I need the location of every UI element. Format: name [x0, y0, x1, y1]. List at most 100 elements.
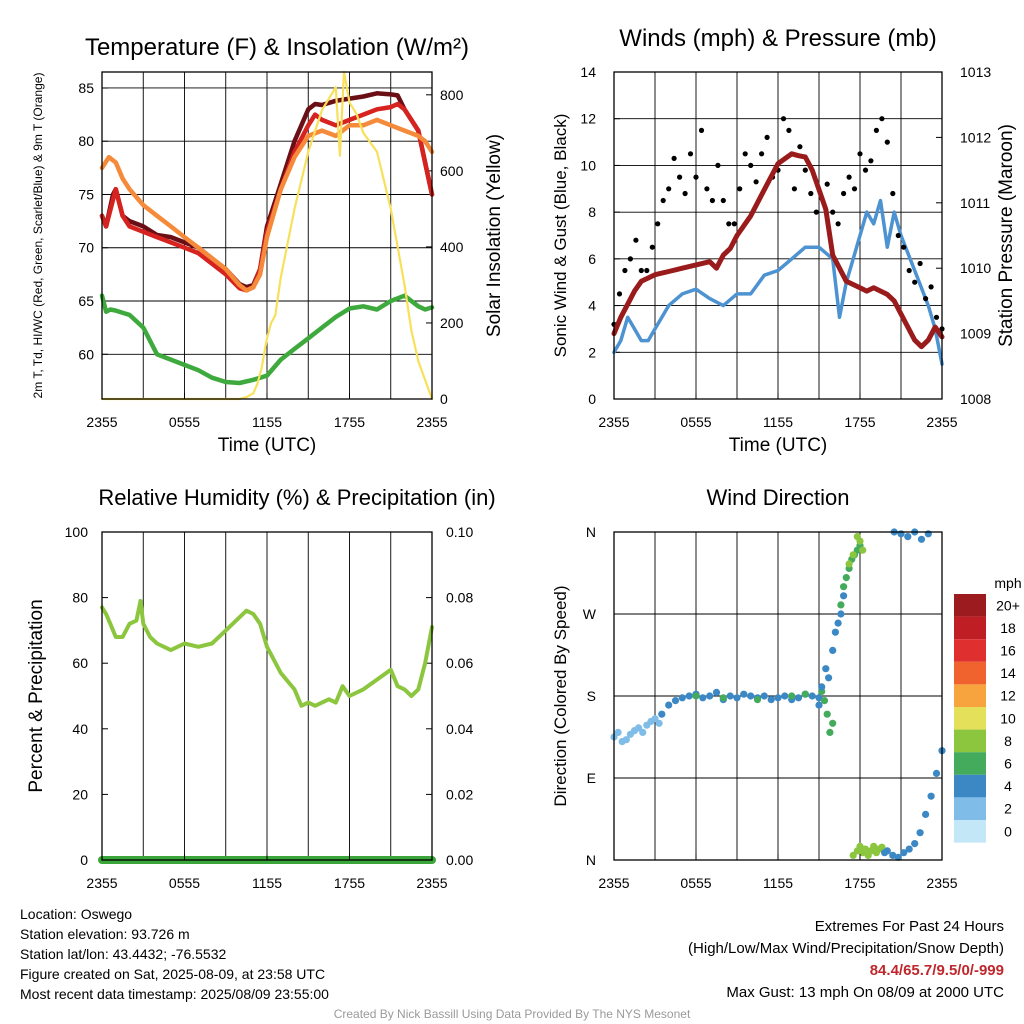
winds-gust-dot-27 — [759, 151, 765, 157]
extremes-summary: Extremes For Past 24 Hours (High/Low/Max… — [688, 916, 1004, 1004]
speed-legend-swatch-3 — [954, 661, 986, 685]
winds-gust-dot-15 — [693, 174, 699, 180]
speed-legend-swatch-8 — [954, 774, 986, 798]
dir-point-6-1 — [897, 530, 905, 538]
rh-xtick-label-3: 1755 — [334, 875, 365, 891]
dir-point-6-4 — [917, 535, 926, 543]
recent-data-timestamp: Most recent data timestamp: 2025/08/09 2… — [20, 986, 329, 1002]
dir-point-1-23 — [815, 694, 823, 702]
dir-point-1-2 — [671, 697, 680, 705]
winds-gust-dot-51 — [890, 190, 896, 197]
dir-point-7-10 — [878, 843, 886, 851]
winds-ytick-label-3: 6 — [588, 251, 596, 267]
rh-ytick-label-0: 0 — [80, 852, 88, 868]
winds-ytick-label-2: 4 — [588, 298, 596, 314]
dir-point-7-2 — [856, 842, 864, 850]
speed-legend-swatch-9 — [954, 797, 986, 820]
dir-point-6-5 — [924, 530, 932, 538]
winds-gust-dot-23 — [737, 186, 743, 192]
winds-gust-dot-14 — [687, 151, 694, 157]
rh-ytick-label-3: 60 — [72, 655, 88, 671]
rh-y2tick-label-1: 0.02 — [446, 786, 473, 802]
dir-point-2-4 — [801, 690, 809, 698]
dir-point-1-15 — [760, 692, 768, 700]
temp-ytick-label-0: 60 — [78, 346, 94, 362]
temp-series-4 — [100, 70, 434, 401]
winds-series-0 — [612, 198, 944, 366]
rh-y2tick-label-3: 0.06 — [446, 655, 473, 671]
temp-y2tick-label-2: 400 — [440, 239, 464, 255]
dir-point-1-20 — [794, 694, 803, 702]
winds-gust-dot-24 — [742, 151, 748, 157]
winds-gust-dot-41 — [835, 221, 841, 227]
winds-gust-dot-44 — [851, 186, 858, 192]
speed-legend-label-9: 2 — [1004, 801, 1012, 817]
winds-title: Winds (mph) & Pressure (mb) — [619, 25, 936, 52]
winds-gust-dot-1 — [616, 291, 623, 297]
rh-y2tick-label-4: 0.08 — [446, 590, 473, 606]
speed-legend-label-6: 8 — [1004, 733, 1012, 749]
rh-xtick-label-0: 2355 — [86, 875, 117, 891]
speed-legend: mph 20+ 18 16 14 12 10 8 6 4 2 0 — [954, 575, 1022, 843]
dir-ytick-label-0: N — [586, 852, 596, 868]
dir-point-1-12 — [740, 690, 748, 698]
winds-xtick-label-3: 1755 — [844, 414, 875, 430]
station-latlon: Station lat/lon: 43.4432; -76.5532 — [20, 946, 227, 962]
speed-legend-swatch-7 — [954, 752, 986, 775]
winds-gust-dot-59 — [933, 314, 940, 320]
dir-xtick-label-1: 0555 — [680, 875, 711, 891]
speed-legend-swatch-2 — [954, 639, 986, 662]
dir-point-8-10 — [932, 769, 941, 778]
dir-point-3-3 — [825, 674, 833, 682]
winds-gust-dot-12 — [677, 174, 683, 180]
temp-y2tick-label-0: 0 — [440, 391, 448, 407]
dir-point-1-13 — [747, 692, 755, 700]
dir-point-1-17 — [774, 694, 782, 702]
winds-gust-dot-9 — [660, 197, 666, 204]
dir-point-3-5 — [831, 628, 840, 636]
dir-point-8-6 — [911, 840, 919, 848]
dir-point-5-4 — [859, 546, 867, 554]
dir-point-0-11 — [655, 719, 663, 727]
temp-y2tick-label-3: 600 — [440, 163, 464, 179]
winds-gust-dot-17 — [704, 186, 710, 192]
extremes-title: Extremes For Past 24 Hours — [814, 918, 1004, 935]
temp-ytick-label-3: 75 — [78, 186, 94, 202]
dir-point-1-3 — [678, 694, 686, 702]
dir-point-3-4 — [829, 646, 837, 655]
dir-title: Wind Direction — [706, 485, 849, 510]
dir-point-1-8 — [712, 688, 721, 697]
winds-gust-dot-3 — [627, 256, 634, 262]
winds-gust-dot-4 — [633, 237, 639, 243]
dir-points-7 — [849, 842, 886, 860]
speed-legend-title: mph — [994, 575, 1021, 591]
winds-gust-dot-54 — [906, 267, 912, 274]
dir-points-6 — [890, 528, 932, 543]
dir-point-8-8 — [922, 810, 930, 819]
winds-ytick-label-6: 12 — [580, 111, 596, 127]
speed-legend-swatch-4 — [954, 684, 986, 707]
rh-series-0 — [100, 598, 434, 708]
speed-legend-label-3: 14 — [1000, 665, 1016, 681]
dir-point-3-8 — [840, 592, 848, 600]
dir-xtick-label-0: 2355 — [598, 875, 629, 891]
winds-gust-dot-32 — [786, 127, 792, 133]
winds-gust-dot-13 — [682, 190, 688, 197]
winds-gust-dot-20 — [720, 197, 726, 204]
rh-xtick-label-1: 0555 — [169, 875, 200, 891]
extremes-values: 84.4/65.7/9.5/0/-999 — [869, 962, 1004, 979]
dir-point-2-0 — [692, 692, 700, 700]
temp-xtick-label-2: 1155 — [252, 414, 282, 430]
speed-legend-label-10: 0 — [1004, 823, 1012, 839]
dir-xtick-label-4: 2355 — [926, 875, 957, 891]
max-gust: Max Gust: 13 mph On 08/09 at 2000 UTC — [726, 984, 1004, 1001]
dir-point-6-2 — [904, 533, 912, 541]
speed-legend-label-1: 18 — [1000, 620, 1016, 636]
winds-gust-dot-53 — [901, 244, 907, 250]
dir-point-1-4 — [685, 692, 693, 700]
station-location: Location: Oswego — [20, 906, 133, 922]
speed-legend-label-5: 10 — [1000, 710, 1016, 726]
winds-xtick-label-2: 1155 — [763, 414, 793, 430]
winds-xlabel: Time (UTC) — [729, 435, 828, 456]
